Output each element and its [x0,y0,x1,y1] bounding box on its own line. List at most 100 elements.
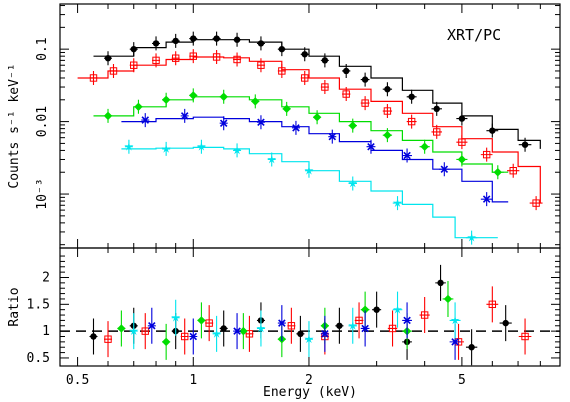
error-bar [89,70,98,85]
data-point [257,61,265,69]
data-point [205,319,213,327]
data-point [360,305,370,314]
data-point [134,102,143,112]
data-point [257,40,265,47]
data-point [342,90,350,98]
y-tick-label: 0.1 [35,37,50,60]
data-point [393,198,403,207]
data-point [287,322,296,330]
error-bar [152,53,161,68]
ratio-panel: 0.5 1 2 5 0.5 1 1.5 2 Ratio Energy (keV) [7,247,561,400]
data-point [239,326,248,336]
data-point [180,112,189,120]
instrument-annotation: XRT/PC [447,26,501,44]
model-curve-4 [121,116,509,203]
y-tick-label: 0.01 [35,106,50,137]
data-point [509,167,517,175]
data-point [420,142,429,151]
error-bar [456,135,468,150]
data-point [467,232,477,242]
data-point [373,306,380,313]
data-point [292,124,300,132]
data-point [297,330,304,338]
data-point [355,316,363,325]
data-point [233,36,241,43]
error-bar [256,58,265,73]
data-point [233,55,241,64]
data-point [278,67,286,75]
data-point [220,325,227,332]
data-point [219,92,228,101]
x-tick-label: 0.5 [66,373,89,388]
data-point [420,311,429,319]
error-bar [507,163,520,178]
data-point [489,127,496,134]
spectrum-data-layer [77,31,543,245]
error-bar [180,318,189,355]
data-point [482,150,491,159]
data-point [433,105,440,113]
data-point [443,294,453,304]
data-point [383,107,392,115]
data-point [148,322,156,330]
data-point [189,52,197,60]
data-point [104,55,112,62]
data-point [161,337,171,347]
data-point [393,304,403,314]
model-curve-3 [93,96,509,173]
spectrum-series-5 [121,139,498,245]
data-point [219,119,228,127]
data-point [245,330,254,338]
error-bar [233,52,242,67]
error-bar [141,313,150,350]
error-bar [287,307,296,344]
data-point [328,132,337,141]
ratio-data-layer [60,264,560,366]
data-point [172,37,179,45]
data-point [451,338,459,346]
error-bar [529,196,543,211]
x-tick-label: 1 [189,373,197,388]
spectrum-series-4 [121,108,509,207]
data-point [468,344,475,351]
data-point [189,91,198,100]
error-bar [104,321,113,358]
error-bar [245,315,254,352]
x-tick-label: 5 [458,373,466,388]
data-point [171,54,180,62]
error-bar [486,286,499,323]
data-point [321,57,329,64]
error-bar [205,305,214,342]
data-point [383,130,392,140]
error-bar [171,51,180,66]
error-bar [129,58,138,73]
data-point [502,319,509,327]
spectrum-series-3 [93,88,509,180]
data-point [343,67,350,75]
data-point [361,324,369,333]
data-point [403,316,411,325]
data-point [152,40,160,47]
data-point [233,327,241,335]
data-point [251,97,260,106]
data-point [361,99,369,107]
data-point [388,324,397,333]
spectrum-series-2 [77,49,543,211]
data-point [304,165,314,175]
data-point [257,118,265,127]
data-point [190,35,197,42]
data-point [89,74,98,82]
data-point [189,332,198,341]
data-point [301,51,308,58]
data-point [141,116,150,124]
ratio-panel-frame [59,247,561,367]
data-point [129,326,139,335]
data-point [141,327,149,335]
error-bar [189,49,198,64]
data-point [384,86,391,93]
model-curve-5 [121,146,498,239]
spectrum-panel: 0.1 0.01 10⁻³ XRT/PC Counts s⁻¹ keV⁻¹ [7,3,561,249]
data-point [367,142,375,151]
data-point [493,168,502,177]
data-point [181,332,189,341]
